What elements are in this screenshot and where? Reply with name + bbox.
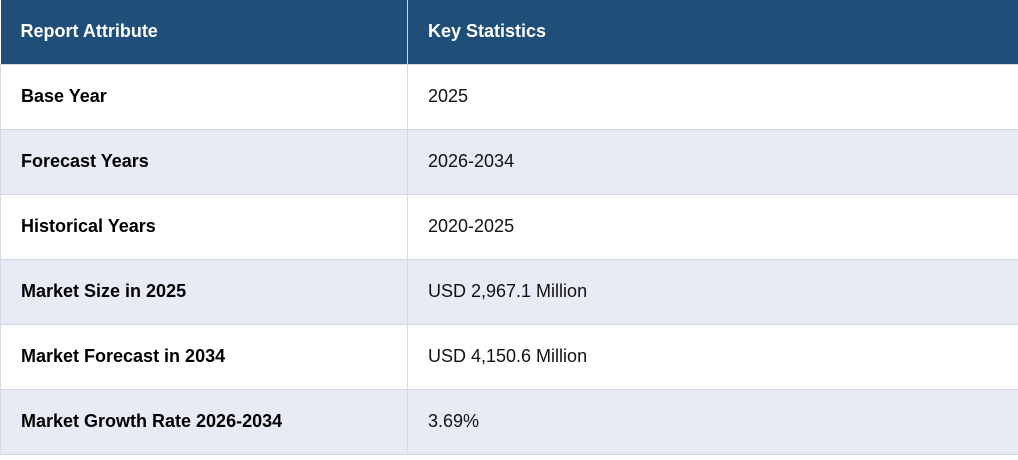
row-value: 2026-2034	[407, 128, 1018, 195]
row-attribute: Forecast Years	[0, 128, 408, 195]
row-attribute: Base Year	[0, 63, 408, 130]
table-row: Historical Years 2020-2025	[0, 193, 1018, 260]
header-key-statistics: Key Statistics	[407, 0, 1018, 64]
table-row: Market Size in 2025 USD 2,967.1 Million	[0, 258, 1018, 325]
table-body: Base Year 2025 Forecast Years 2026-2034 …	[0, 63, 1018, 455]
row-value: USD 4,150.6 Million	[407, 323, 1018, 390]
row-attribute: Market Growth Rate 2026-2034	[0, 388, 408, 455]
table-row: Market Growth Rate 2026-2034 3.69%	[0, 388, 1018, 455]
row-attribute: Market Forecast in 2034	[0, 323, 408, 390]
row-value: 2020-2025	[407, 193, 1018, 260]
table-row: Forecast Years 2026-2034	[0, 128, 1018, 195]
table-header: Report Attribute Key Statistics	[0, 0, 1018, 64]
row-value: 2025	[407, 63, 1018, 130]
header-report-attribute: Report Attribute	[0, 0, 408, 64]
row-attribute: Historical Years	[0, 193, 408, 260]
header-row: Report Attribute Key Statistics	[0, 0, 1018, 64]
row-value: USD 2,967.1 Million	[407, 258, 1018, 325]
table-row: Base Year 2025	[0, 63, 1018, 130]
row-value: 3.69%	[407, 388, 1018, 455]
table-row: Market Forecast in 2034 USD 4,150.6 Mill…	[0, 323, 1018, 390]
row-attribute: Market Size in 2025	[0, 258, 408, 325]
